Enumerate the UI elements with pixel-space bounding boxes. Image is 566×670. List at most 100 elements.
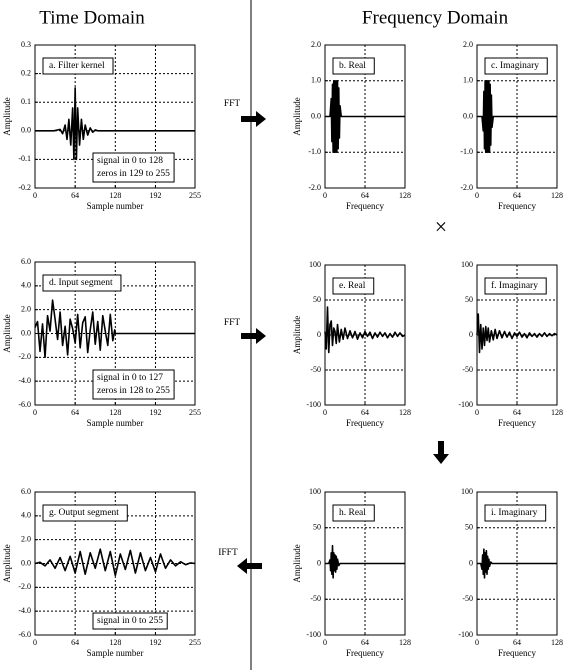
y-tick-label: -6.0 bbox=[18, 630, 31, 639]
note-box bbox=[92, 612, 168, 630]
operation-label: IFFT bbox=[218, 548, 238, 558]
label-box bbox=[484, 57, 548, 75]
x-tick-label: 0 bbox=[475, 191, 479, 200]
y-axis-label: Amplitude bbox=[292, 316, 302, 355]
y-tick-label: -1.0 bbox=[308, 147, 321, 156]
signal-line bbox=[477, 79, 557, 154]
note-line: zeros in 129 to 255 bbox=[97, 169, 170, 179]
x-tick-label: 192 bbox=[149, 191, 161, 200]
x-tick-label: 64 bbox=[71, 408, 79, 417]
label-box bbox=[484, 504, 547, 522]
note-box bbox=[92, 152, 175, 183]
x-tick-label: 0 bbox=[33, 408, 37, 417]
y-tick-label: 0.0 bbox=[311, 111, 321, 120]
x-tick-label: 128 bbox=[109, 408, 121, 417]
x-tick-label: 128 bbox=[399, 638, 411, 647]
y-tick-label: -6.0 bbox=[18, 400, 31, 409]
x-tick-label: 64 bbox=[71, 191, 79, 200]
y-tick-label: 0.3 bbox=[21, 40, 31, 49]
y-tick-label: 0 bbox=[469, 558, 473, 567]
x-tick-label: 64 bbox=[513, 638, 521, 647]
panel-label: b. Real bbox=[339, 61, 366, 71]
y-tick-label: -0.2 bbox=[18, 183, 31, 192]
x-axis-label: Frequency bbox=[498, 201, 536, 211]
label-box bbox=[332, 277, 375, 295]
note-line: zeros in 128 to 255 bbox=[97, 386, 170, 396]
signal-line bbox=[476, 313, 558, 354]
x-tick-label: 0 bbox=[33, 191, 37, 200]
chart-panel: -0.2 -0.1 0.0 0.1 0.2 0.3 0 64 128 192 255 Sample n… bbox=[2, 40, 201, 211]
y-tick-label: 0.0 bbox=[21, 558, 31, 567]
note-line: signal in 0 to 255 bbox=[97, 616, 163, 626]
x-tick-label: 128 bbox=[551, 408, 563, 417]
y-tick-label: 50 bbox=[465, 523, 473, 532]
x-tick-label: 192 bbox=[149, 638, 161, 647]
y-tick-label: 6.0 bbox=[21, 257, 31, 266]
y-tick-label: -1.0 bbox=[460, 147, 473, 156]
signal-line bbox=[35, 87, 195, 161]
arrow-left bbox=[237, 558, 262, 574]
y-tick-label: 6.0 bbox=[21, 487, 31, 496]
y-tick-label: 0 bbox=[317, 558, 321, 567]
y-tick-label: 0 bbox=[317, 330, 321, 339]
x-axis-label: Sample number bbox=[87, 201, 144, 211]
y-tick-label: 0.0 bbox=[463, 111, 473, 120]
x-tick-label: 128 bbox=[109, 638, 121, 647]
y-tick-label: 50 bbox=[465, 295, 473, 304]
y-tick-label: -100 bbox=[458, 400, 473, 409]
y-tick-label: 1.0 bbox=[311, 76, 321, 85]
chart-panel: -6.0 -4.0 -2.0 0.0 2.0 4.0 6.0 0 64 128 192 255 Samp… bbox=[2, 257, 201, 428]
y-tick-label: 0 bbox=[469, 330, 473, 339]
x-axis-label: Frequency bbox=[498, 418, 536, 428]
y-tick-label: 0.0 bbox=[21, 126, 31, 135]
note-box bbox=[92, 369, 175, 400]
chart-panel: -100 -50 0 50 100 0 64 128 Frequency Amplitude h. … bbox=[292, 487, 411, 658]
y-tick-label: 50 bbox=[313, 523, 321, 532]
y-tick-label: -0.1 bbox=[18, 154, 31, 163]
y-tick-label: -50 bbox=[462, 594, 473, 603]
x-tick-label: 255 bbox=[189, 638, 201, 647]
domain-title: Time Domain bbox=[39, 7, 145, 28]
y-axis-label: Amplitude bbox=[2, 544, 12, 583]
y-tick-label: 2.0 bbox=[463, 40, 473, 49]
label-box bbox=[484, 277, 547, 295]
y-axis-label: Amplitude bbox=[2, 314, 12, 353]
panel-label: f. Imaginary bbox=[491, 280, 538, 291]
note-line: signal in 0 to 128 bbox=[97, 156, 163, 166]
y-tick-label: -50 bbox=[462, 365, 473, 374]
y-tick-label: 50 bbox=[313, 295, 321, 304]
y-tick-label: 4.0 bbox=[21, 281, 31, 290]
y-tick-label: -2.0 bbox=[18, 352, 31, 361]
x-tick-label: 128 bbox=[551, 638, 563, 647]
x-tick-label: 0 bbox=[475, 408, 479, 417]
label-box bbox=[42, 274, 122, 292]
y-tick-label: -2.0 bbox=[308, 183, 321, 192]
signal-line bbox=[324, 306, 406, 354]
label-box bbox=[42, 57, 114, 75]
panel-label: g. Output segment bbox=[49, 508, 119, 518]
y-tick-label: -50 bbox=[310, 594, 321, 603]
x-axis-label: Frequency bbox=[346, 648, 384, 658]
x-tick-label: 255 bbox=[189, 191, 201, 200]
y-axis-label: Amplitude bbox=[292, 544, 302, 583]
panel-label: e. Real bbox=[339, 281, 366, 291]
y-tick-label: -2.0 bbox=[18, 582, 31, 591]
y-tick-label: 100 bbox=[461, 260, 473, 269]
x-axis-label: Sample number bbox=[87, 418, 144, 428]
x-tick-label: 64 bbox=[513, 408, 521, 417]
y-tick-label: 2.0 bbox=[21, 304, 31, 313]
x-tick-label: 0 bbox=[33, 638, 37, 647]
x-tick-label: 64 bbox=[361, 408, 369, 417]
x-tick-label: 64 bbox=[71, 638, 79, 647]
y-tick-label: 0.2 bbox=[21, 68, 31, 77]
operation-label: FFT bbox=[224, 318, 241, 328]
x-tick-label: 128 bbox=[399, 191, 411, 200]
x-axis-label: Frequency bbox=[346, 418, 384, 428]
chart-panel: -2.0 -1.0 0.0 1.0 2.0 0 64 128 Frequency c. Imagi… bbox=[460, 40, 563, 211]
x-axis-label: Frequency bbox=[346, 201, 384, 211]
y-tick-label: 100 bbox=[309, 260, 321, 269]
y-tick-label: -4.0 bbox=[18, 376, 31, 385]
x-tick-label: 255 bbox=[189, 408, 201, 417]
signal-line bbox=[325, 79, 405, 154]
